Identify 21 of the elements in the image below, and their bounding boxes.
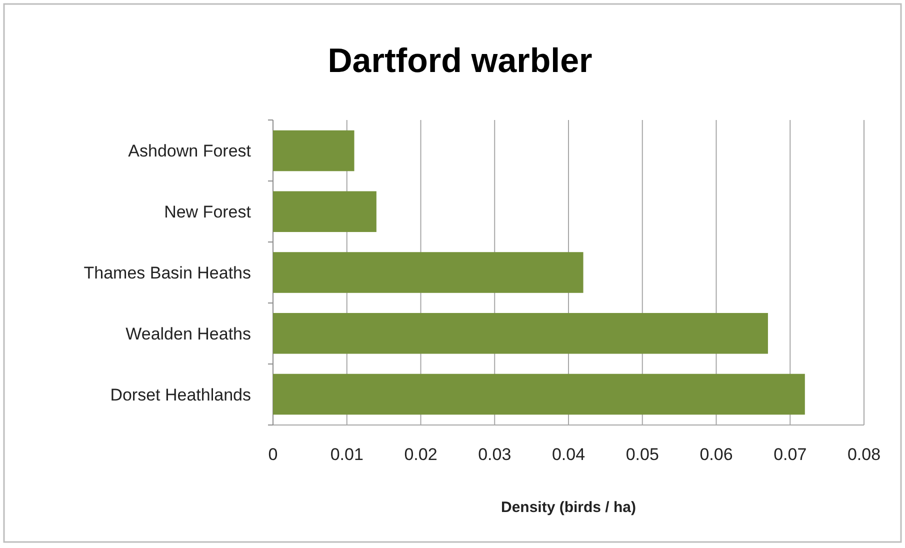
x-tick-label: 0.02 (404, 445, 438, 464)
x-axis-title: Density (birds / ha) (500, 499, 636, 516)
bar (273, 374, 805, 415)
y-tick-label: New Forest (164, 202, 252, 222)
bar (273, 252, 584, 293)
bar (273, 130, 354, 172)
y-tick-label: Ashdown Forest (128, 141, 252, 160)
x-tick-label: 0.03 (478, 445, 512, 464)
y-tick-label: Wealden Heaths (126, 324, 251, 344)
x-tick-label: 0.05 (626, 445, 659, 464)
y-tick-label: Dorset Heathlands (110, 385, 251, 404)
x-tick-label: 0.04 (552, 445, 586, 464)
x-tick-label: 0.07 (774, 445, 807, 464)
x-tick-label: 0.06 (700, 445, 733, 464)
x-tick-label: 0.08 (847, 445, 881, 464)
x-tick-label: 0.01 (330, 445, 364, 464)
y-tick-label: Thames Basin Heaths (84, 263, 251, 282)
bar (273, 312, 768, 354)
chart-title: Dartford warbler (328, 42, 592, 80)
bar (273, 191, 376, 232)
x-tick-label: 0 (268, 445, 278, 464)
